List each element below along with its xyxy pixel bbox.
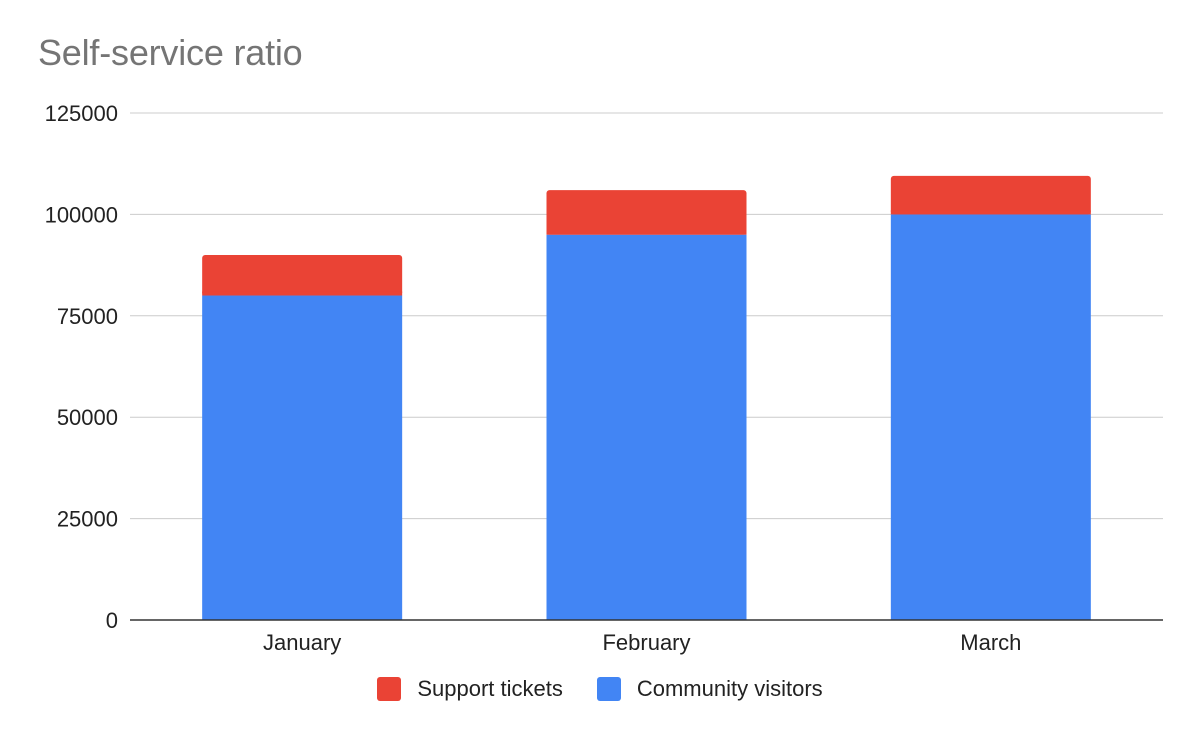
- legend-item-community-visitors[interactable]: Community visitors: [596, 676, 823, 702]
- bar-support-tickets-february[interactable]: [546, 190, 747, 235]
- x-tick-label: February: [602, 630, 690, 655]
- x-axis-ticks: January February March: [263, 630, 1021, 655]
- y-axis-ticks: 0 25000 50000 75000 100000 125000: [45, 101, 118, 633]
- bar-segment-joint: [890, 210, 1091, 215]
- bars: [202, 175, 1091, 620]
- y-tick-label: 0: [106, 608, 118, 633]
- bar-community-visitors-march[interactable]: [890, 214, 1091, 620]
- bar-community-visitors-january[interactable]: [202, 295, 403, 620]
- bar-support-tickets-march[interactable]: [890, 175, 1091, 215]
- bar-community-visitors-february[interactable]: [546, 234, 747, 620]
- legend-label-community-visitors: Community visitors: [636, 676, 823, 701]
- y-tick-label: 100000: [45, 202, 118, 227]
- bar-segment-joint: [202, 291, 403, 296]
- y-tick-label: 125000: [45, 101, 118, 126]
- x-tick-label: March: [960, 630, 1021, 655]
- legend-item-support-tickets[interactable]: Support tickets: [377, 676, 563, 702]
- legend-label-support-tickets: Support tickets: [417, 676, 563, 701]
- y-tick-label: 25000: [57, 507, 118, 532]
- legend-swatch-community-visitors: [596, 677, 621, 701]
- y-tick-label: 75000: [57, 304, 118, 329]
- y-tick-label: 50000: [57, 405, 118, 430]
- bar-segment-joint: [546, 230, 747, 235]
- legend-swatch-support-tickets: [377, 677, 402, 701]
- x-tick-label: January: [263, 630, 341, 655]
- bar-support-tickets-january[interactable]: [202, 254, 403, 296]
- legend: Support tickets Community visitors: [0, 676, 1200, 702]
- chart-title: Self-service ratio: [38, 32, 303, 73]
